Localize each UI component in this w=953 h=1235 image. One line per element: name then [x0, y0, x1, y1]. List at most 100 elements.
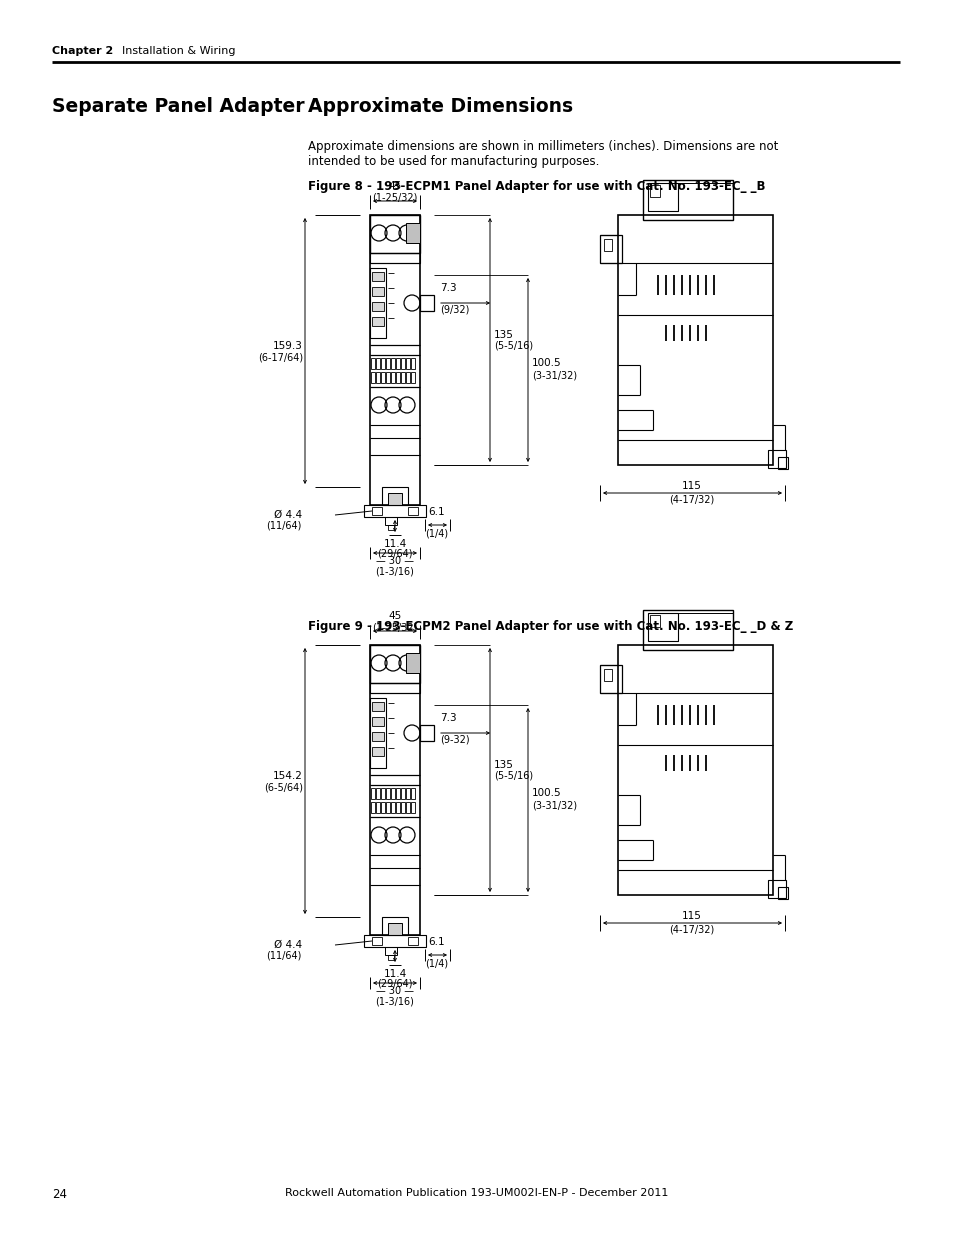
Text: 135: 135 — [494, 330, 514, 340]
Bar — [391, 802, 395, 813]
Text: 11.4: 11.4 — [383, 969, 406, 979]
Bar — [372, 718, 384, 726]
Bar — [406, 358, 410, 369]
Text: 45: 45 — [388, 611, 401, 621]
Text: (9-32): (9-32) — [439, 734, 469, 743]
Bar — [370, 698, 386, 768]
Text: 45: 45 — [388, 182, 401, 191]
Text: (9/32): (9/32) — [439, 304, 469, 314]
Bar — [370, 645, 419, 683]
Bar — [411, 802, 415, 813]
Bar — [370, 215, 419, 505]
Bar — [370, 683, 419, 693]
Bar — [375, 788, 379, 799]
Bar — [364, 935, 426, 947]
Text: Ø 4.4: Ø 4.4 — [274, 940, 302, 950]
Text: 7.3: 7.3 — [439, 283, 456, 293]
Text: 6.1: 6.1 — [428, 508, 445, 517]
Bar — [391, 788, 395, 799]
Bar — [381, 918, 408, 935]
Bar — [372, 747, 384, 756]
Bar — [408, 937, 417, 945]
Bar — [386, 372, 390, 383]
Bar — [400, 358, 405, 369]
Bar — [603, 669, 612, 680]
Bar — [388, 493, 401, 505]
Text: 159.3: 159.3 — [273, 341, 303, 351]
Text: (1-25/32): (1-25/32) — [372, 191, 417, 203]
Text: Installation & Wiring: Installation & Wiring — [122, 46, 235, 56]
Polygon shape — [406, 224, 419, 243]
Text: (6-17/64): (6-17/64) — [257, 353, 303, 363]
Text: (3-31/32): (3-31/32) — [532, 370, 577, 380]
Bar — [386, 802, 390, 813]
Text: 11.4: 11.4 — [383, 538, 406, 550]
Bar — [411, 372, 415, 383]
Text: (1/4): (1/4) — [425, 529, 448, 538]
Text: 135: 135 — [494, 760, 514, 769]
Bar — [381, 487, 408, 505]
Text: (4-17/32): (4-17/32) — [669, 495, 714, 505]
Bar — [372, 317, 384, 326]
Text: Ø 4.4: Ø 4.4 — [274, 510, 302, 520]
Polygon shape — [406, 653, 419, 673]
Bar — [380, 358, 385, 369]
Bar — [370, 253, 419, 263]
Bar — [388, 923, 401, 935]
Bar — [419, 725, 434, 741]
Bar — [372, 303, 384, 311]
Bar — [406, 372, 410, 383]
Text: (11/64): (11/64) — [266, 951, 302, 961]
Text: 6.1: 6.1 — [428, 937, 445, 947]
Bar — [778, 887, 787, 899]
Bar — [375, 358, 379, 369]
Bar — [386, 788, 390, 799]
Bar — [388, 955, 394, 960]
Bar — [395, 358, 399, 369]
Bar — [370, 215, 419, 253]
Bar — [767, 450, 785, 468]
Bar — [385, 517, 396, 525]
Bar — [649, 615, 659, 627]
Bar — [372, 732, 384, 741]
Bar — [375, 372, 379, 383]
Bar — [388, 525, 394, 530]
Bar — [380, 802, 385, 813]
Text: 100.5: 100.5 — [532, 788, 561, 798]
Bar — [406, 788, 410, 799]
Text: Separate Panel Adapter: Separate Panel Adapter — [52, 98, 304, 116]
Text: (3-31/32): (3-31/32) — [532, 800, 577, 810]
Bar — [406, 802, 410, 813]
Bar — [370, 268, 386, 338]
Text: (6-5/64): (6-5/64) — [264, 783, 303, 793]
Bar — [395, 372, 399, 383]
Text: (1-3/16): (1-3/16) — [375, 995, 414, 1007]
Bar — [642, 610, 732, 650]
Bar — [411, 788, 415, 799]
Bar — [408, 508, 417, 515]
Bar — [371, 372, 375, 383]
Text: (1-25/32): (1-25/32) — [372, 622, 417, 632]
Bar — [371, 788, 375, 799]
Bar — [642, 180, 732, 220]
Bar — [599, 235, 621, 263]
Bar — [372, 701, 384, 711]
Text: 100.5: 100.5 — [532, 358, 561, 368]
Text: (5-5/16): (5-5/16) — [494, 341, 533, 351]
Bar — [386, 358, 390, 369]
Bar — [395, 788, 399, 799]
Bar — [400, 802, 405, 813]
Bar — [372, 287, 384, 296]
Text: Figure 8 - 193-ECPM1 Panel Adapter for use with Cat. No. 193-EC_ _B: Figure 8 - 193-ECPM1 Panel Adapter for u… — [308, 180, 764, 193]
Text: Approximate Dimensions: Approximate Dimensions — [308, 98, 573, 116]
Text: 7.3: 7.3 — [439, 713, 456, 722]
Bar — [391, 372, 395, 383]
Text: (5-5/16): (5-5/16) — [494, 771, 533, 781]
Bar — [411, 358, 415, 369]
Bar — [395, 802, 399, 813]
Bar — [618, 215, 772, 466]
Text: Figure 9 - 193-ECPM2 Panel Adapter for use with Cat. No. 193-EC_ _D & Z: Figure 9 - 193-ECPM2 Panel Adapter for u… — [308, 620, 792, 634]
Bar — [599, 664, 621, 693]
Bar — [371, 358, 375, 369]
Text: — 30 —: — 30 — — [375, 556, 414, 566]
